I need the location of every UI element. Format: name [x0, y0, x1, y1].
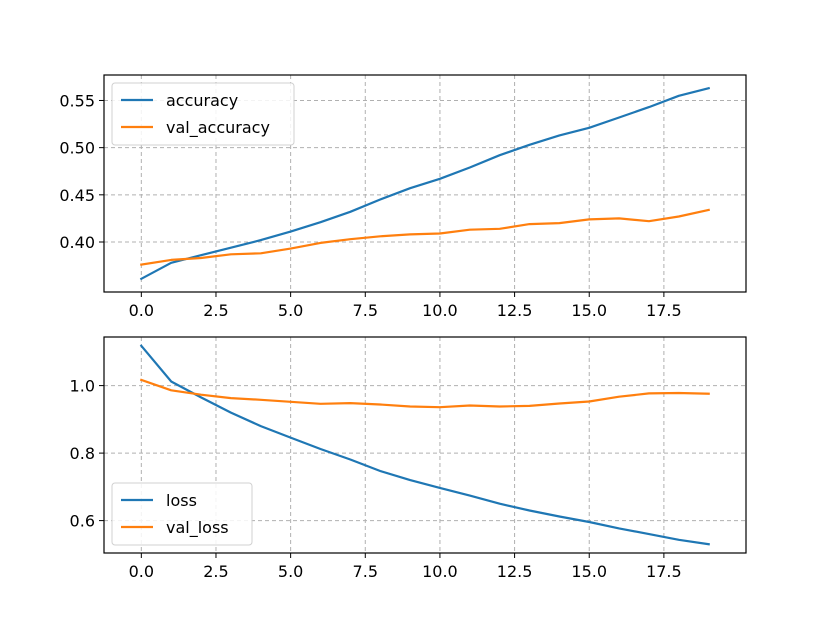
- x-tick-label: 17.5: [646, 301, 682, 320]
- legend-label-val-loss: val_loss: [166, 518, 229, 538]
- accuracy-axes: 0.0 2.5 5.0 7.5 10.0 12.5 15.0 17.5 0.40 0.45 0.50…: [59, 74, 747, 320]
- y-tick-label: 1.0: [70, 377, 95, 396]
- series-line-accuracy: [139, 86, 711, 281]
- legend: accuracy val_accuracy: [111, 82, 295, 146]
- y-tick-label: 0.8: [70, 444, 95, 463]
- x-tick-label: 12.5: [497, 562, 533, 581]
- x-tick-label: 0.0: [129, 562, 154, 581]
- x-tick-label: 5.0: [278, 301, 303, 320]
- legend-box: [111, 82, 295, 146]
- legend-label-loss: loss: [166, 491, 197, 510]
- y-tick-label: 0.40: [59, 233, 95, 252]
- loss-axes: 0.0 2.5 5.0 7.5 10.0 12.5 15.0 17.5 0.6 0.8 1.0 los…: [70, 336, 747, 581]
- x-tick-label: 15.0: [571, 301, 607, 320]
- x-tick-label: 0.0: [129, 301, 154, 320]
- y-tick-label: 0.50: [59, 139, 95, 158]
- x-tick-label: 7.5: [353, 301, 378, 320]
- x-tick-label: 15.0: [571, 562, 607, 581]
- legend-box: [111, 482, 253, 546]
- series-line-val-loss: [139, 378, 710, 409]
- x-tick-label: 7.5: [353, 562, 378, 581]
- y-tick-label: 0.45: [59, 186, 95, 205]
- y-tick-label: 0.55: [59, 91, 95, 110]
- x-tick-label: 5.0: [278, 562, 303, 581]
- x-tick-label: 10.0: [422, 562, 458, 581]
- x-tick-label: 10.0: [422, 301, 458, 320]
- legend-label-accuracy: accuracy: [166, 91, 238, 110]
- legend-label-val-accuracy: val_accuracy: [166, 118, 270, 138]
- x-tick-label: 12.5: [497, 301, 533, 320]
- x-tick-label: 17.5: [646, 562, 682, 581]
- series-line-val-accuracy: [140, 208, 711, 266]
- x-tick-label: 2.5: [203, 301, 228, 320]
- x-tick-label: 2.5: [203, 562, 228, 581]
- series-line-loss: [139, 344, 710, 546]
- y-tick-label: 0.6: [70, 512, 95, 531]
- axes-frame: [103, 74, 747, 293]
- legend: loss val_loss: [111, 482, 253, 546]
- axes-frame: [103, 336, 747, 554]
